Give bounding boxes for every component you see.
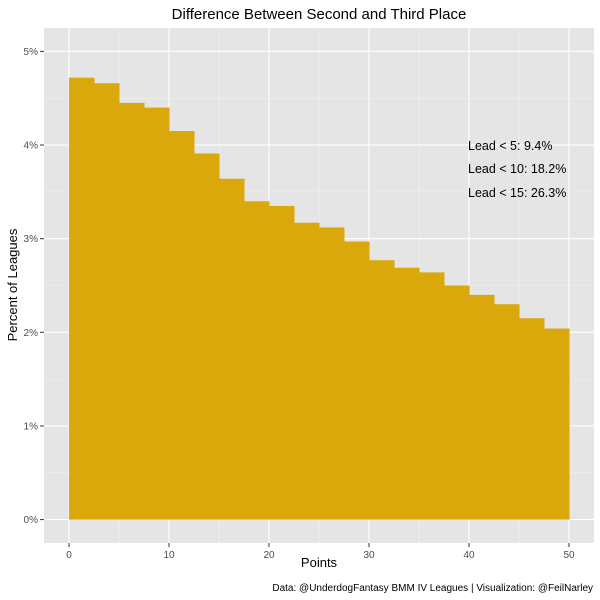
- annotation-lead-15: Lead < 15: 26.3%: [468, 186, 566, 200]
- x-tick-label: 10: [163, 550, 175, 561]
- y-tick-label: 1%: [24, 421, 39, 432]
- bar: [269, 205, 295, 520]
- bar: [219, 178, 245, 520]
- y-tick-label: 2%: [24, 328, 39, 339]
- chart-title: Difference Between Second and Third Plac…: [172, 6, 467, 23]
- bar: [69, 77, 95, 520]
- bar: [169, 131, 195, 520]
- x-tick-label: 20: [263, 550, 275, 561]
- chart-caption: Data: @UnderdogFantasy BMM IV Leagues | …: [272, 583, 593, 594]
- bar: [444, 285, 470, 520]
- bar: [469, 294, 495, 520]
- x-tick-label: 30: [363, 550, 375, 561]
- y-tick-label: 5%: [24, 47, 39, 58]
- bar: [119, 102, 145, 520]
- bar: [419, 272, 445, 520]
- x-tick-label: 0: [66, 550, 72, 561]
- x-tick-label: 40: [463, 550, 475, 561]
- annotation-lead-10: Lead < 10: 18.2%: [468, 162, 566, 176]
- bar: [294, 222, 320, 520]
- y-axis-title: Percent of Leagues: [5, 228, 20, 341]
- bar: [544, 328, 570, 520]
- annotation-lead-5: Lead < 5: 9.4%: [468, 139, 552, 153]
- x-axis-ticks: 0 10 20 30 40 50: [66, 543, 575, 561]
- bar: [344, 241, 370, 520]
- y-tick-label: 0%: [24, 515, 39, 526]
- bars: [69, 77, 570, 520]
- x-axis-title: Points: [301, 555, 338, 570]
- bar: [94, 83, 120, 520]
- bar: [194, 153, 220, 520]
- bar: [494, 304, 520, 520]
- bar: [394, 267, 420, 520]
- x-tick-label: 50: [563, 550, 575, 561]
- bar: [244, 201, 270, 520]
- y-tick-label: 3%: [24, 234, 39, 245]
- bar: [319, 227, 345, 520]
- y-tick-label: 4%: [24, 141, 39, 152]
- bar: [144, 107, 170, 520]
- bar: [369, 260, 395, 520]
- y-axis-ticks: 0% 1% 2% 3% 4% 5%: [24, 47, 44, 526]
- bar: [519, 318, 545, 520]
